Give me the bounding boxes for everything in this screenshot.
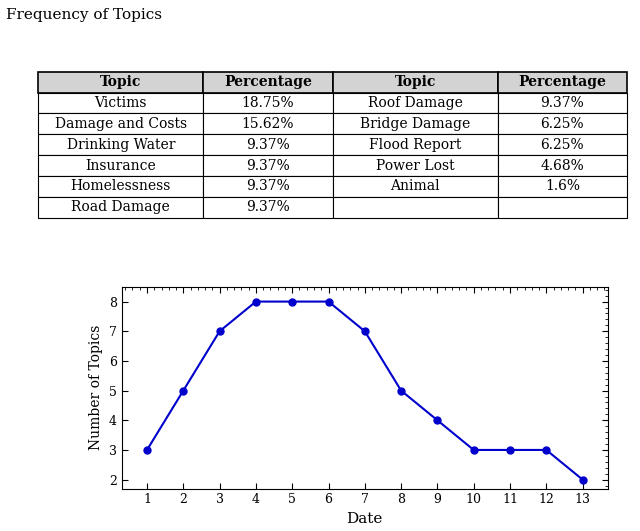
Text: Frequency of Topics: Frequency of Topics (6, 8, 163, 22)
Y-axis label: Number of Topics: Number of Topics (89, 325, 103, 450)
X-axis label: Date: Date (347, 512, 383, 526)
